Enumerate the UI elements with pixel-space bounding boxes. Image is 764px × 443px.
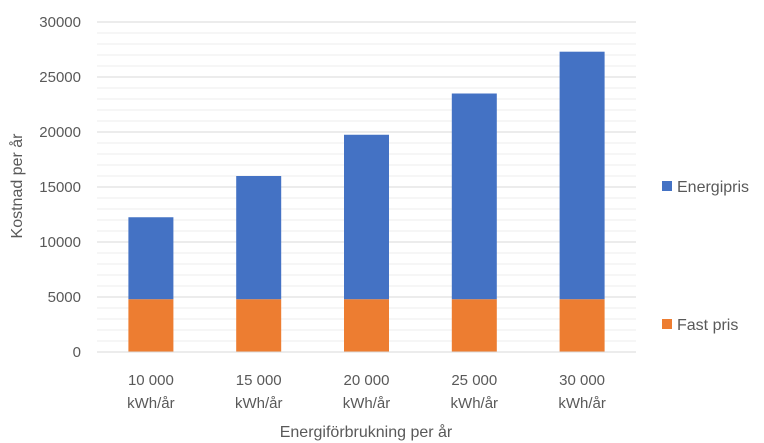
bar-energipris xyxy=(128,217,174,300)
x-axis-ticks: 10 000 kWh/år 15 000 kWh/år 20 000 kWh/år 25 0… xyxy=(127,372,606,412)
y-tick-label: 10000 xyxy=(39,234,81,251)
bar-fast-pris xyxy=(236,299,282,352)
bar-fast-pris xyxy=(451,299,497,352)
x-tick-label: 15 000 kWh/år xyxy=(235,372,283,412)
y-tick-label: 5000 xyxy=(48,289,81,306)
legend-label: Energipris xyxy=(677,179,749,196)
x-tick-label: 10 000 kWh/år xyxy=(127,372,175,412)
y-tick-label: 15000 xyxy=(39,179,81,196)
legend: Fast pris Energipris xyxy=(662,179,749,334)
y-axis-ticks: 0 5000 10000 15000 20000 25000 30000 xyxy=(39,14,81,361)
y-tick-label: 20000 xyxy=(39,124,81,141)
bar-fast-pris xyxy=(344,299,389,352)
bar-energipris xyxy=(344,134,389,300)
bar-energipris xyxy=(236,176,282,300)
y-tick-label: 0 xyxy=(73,344,81,361)
x-tick-label: 30 000 kWh/år xyxy=(558,372,606,412)
bar-fast-pris xyxy=(559,299,605,352)
legend-swatch xyxy=(662,319,672,329)
legend-label: Fast pris xyxy=(677,317,738,334)
y-tick-label: 25000 xyxy=(39,69,81,86)
bar-fast-pris xyxy=(128,299,174,352)
y-tick-label: 30000 xyxy=(39,14,81,31)
y-axis-title: Kostnad per år xyxy=(8,133,26,239)
x-tick-label: 25 000 kWh/år xyxy=(451,372,499,412)
bars xyxy=(128,51,605,352)
bar-energipris xyxy=(451,93,497,300)
x-tick-label: 20 000 kWh/år xyxy=(343,372,391,412)
bar-energipris xyxy=(559,51,605,300)
legend-swatch xyxy=(662,181,672,191)
x-axis-title: Energiförbrukning per år xyxy=(280,423,453,441)
